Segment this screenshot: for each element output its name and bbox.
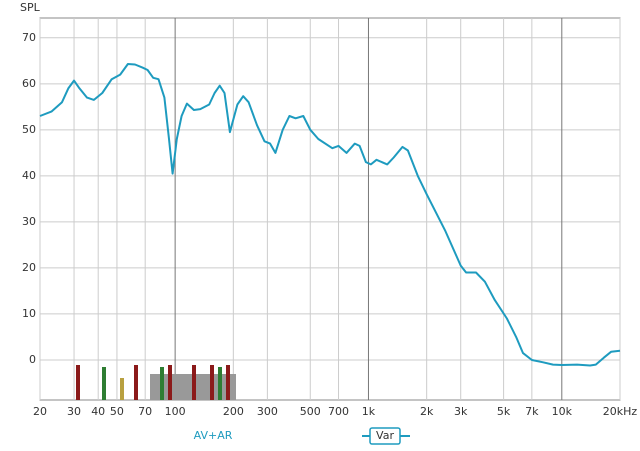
x-tick-label: 20kHz <box>603 405 638 418</box>
y-tick-label: 70 <box>22 31 36 44</box>
x-tick-label: 500 <box>300 405 321 418</box>
marker-bar <box>210 365 214 400</box>
series-line <box>39 63 621 367</box>
x-tick-label: 300 <box>257 405 278 418</box>
x-tick-label: 7k <box>525 405 539 418</box>
marker-bars <box>76 365 236 400</box>
x-tick-label: 3k <box>454 405 468 418</box>
x-tick-label: 30 <box>67 405 81 418</box>
y-tick-label: 0 <box>29 353 36 366</box>
legend[interactable]: Var <box>362 427 410 445</box>
marker-bar <box>134 365 138 400</box>
y-axis-label: SPL <box>20 1 41 14</box>
grid <box>39 18 621 400</box>
y-tick-label: 40 <box>22 169 36 182</box>
marker-bar <box>226 365 230 400</box>
y-tick-label: 30 <box>22 215 36 228</box>
legend-box <box>369 427 401 445</box>
x-tick-label: 100 <box>165 405 186 418</box>
x-tick-label: 20 <box>33 405 47 418</box>
plot-frame <box>39 17 621 401</box>
x-tick-label: 5k <box>497 405 511 418</box>
legend-label: Var <box>376 429 394 442</box>
x-tick-label: 200 <box>223 405 244 418</box>
marker-bar <box>168 365 172 400</box>
x-tick-label: 50 <box>110 405 124 418</box>
y-tick-label: 50 <box>22 123 36 136</box>
annotation: AV+AR <box>194 429 233 442</box>
x-tick-label: 10k <box>552 405 573 418</box>
marker-bar <box>218 367 222 400</box>
marker-bar <box>120 378 124 400</box>
x-tick-label: 1k <box>362 405 376 418</box>
y-tick-label: 20 <box>22 261 36 274</box>
y-tick-label: 60 <box>22 77 36 90</box>
marker-bar <box>102 367 106 400</box>
x-tick-label: 70 <box>138 405 152 418</box>
x-tick-label: 700 <box>328 405 349 418</box>
marker-bar <box>192 365 196 400</box>
marker-bar <box>160 367 164 400</box>
x-tick-label: 2k <box>420 405 434 418</box>
marker-bar <box>76 365 80 400</box>
x-tick-label: 40 <box>91 405 105 418</box>
y-tick-label: 10 <box>22 307 36 320</box>
